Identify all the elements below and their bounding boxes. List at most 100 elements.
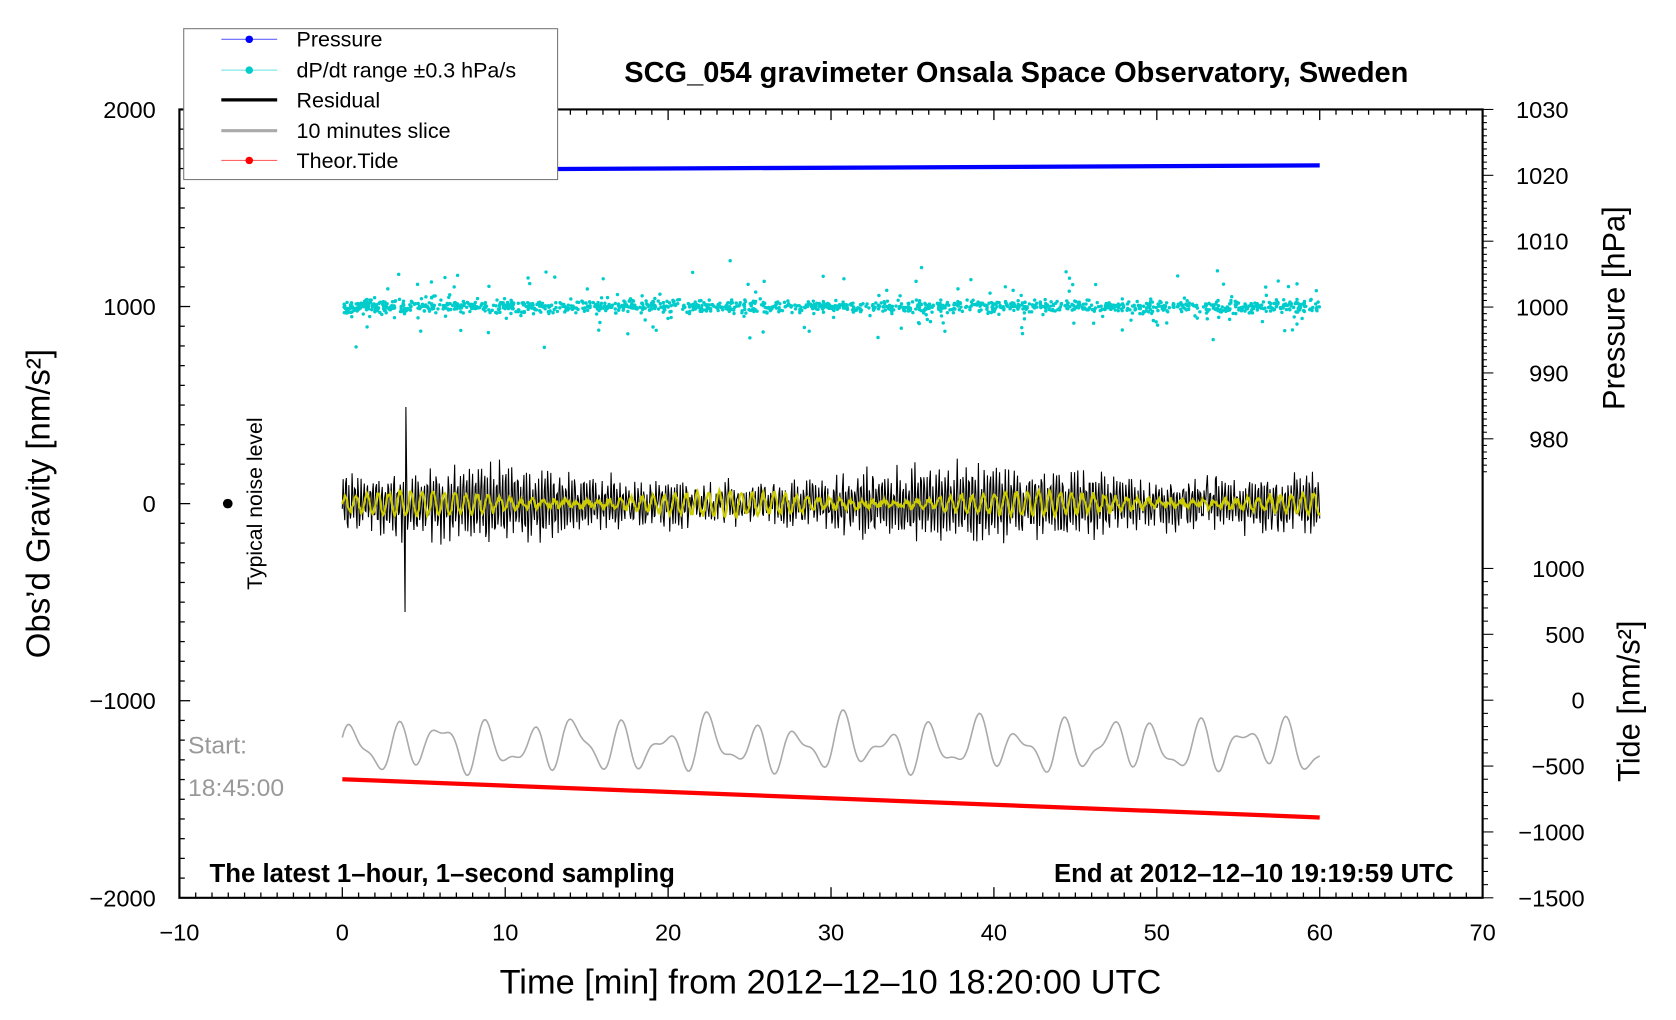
dpdt-point	[1102, 307, 1106, 311]
dpdt-point	[1113, 308, 1117, 312]
dpdt-point	[1301, 308, 1306, 313]
dpdt-point	[1216, 304, 1221, 308]
x-tick-label: 40	[981, 919, 1007, 945]
filtered-residual-line	[341, 486, 1321, 521]
dpdt-point	[539, 302, 544, 307]
dpdt-point	[368, 300, 373, 305]
dpdt-point	[1027, 310, 1032, 314]
x-tick-label: 0	[336, 919, 349, 945]
dpdt-point	[837, 302, 842, 307]
dpdt-point	[517, 308, 521, 312]
dpdt-point	[851, 305, 856, 309]
dpdt-point	[429, 280, 434, 284]
dpdt-point	[1272, 307, 1277, 312]
dpdt-point	[681, 307, 685, 311]
dpdt-point	[1100, 314, 1105, 319]
dpdt-point	[723, 305, 728, 309]
dpdt-point	[1179, 307, 1183, 311]
dpdt-point	[1186, 307, 1191, 312]
dpdt-point	[381, 300, 385, 304]
dpdt-point	[742, 314, 746, 318]
dpdt-point	[927, 302, 932, 306]
dpdt-point	[1288, 308, 1292, 312]
dpdt-point	[1229, 301, 1233, 305]
dpdt-point	[762, 310, 766, 314]
dpdt-point	[1059, 301, 1064, 306]
dpdt-point	[1274, 298, 1279, 302]
pressure-tick-label: 1020	[1516, 163, 1569, 189]
dpdt-point	[693, 300, 697, 304]
dpdt-point	[465, 305, 469, 309]
dpdt-point	[643, 318, 647, 322]
dpdt-point	[1204, 311, 1209, 315]
dpdt-point	[396, 272, 401, 277]
dpdt-point	[1224, 309, 1228, 314]
dpdt-point	[885, 299, 890, 303]
dpdt-point	[1067, 276, 1072, 280]
y-axis-label: Obs’d Gravity [nm/s²]	[20, 349, 57, 658]
dpdt-point	[1166, 310, 1170, 314]
dpdt-point	[536, 300, 541, 305]
dpdt-point	[788, 304, 793, 308]
dpdt-point	[952, 303, 956, 307]
dpdt-point	[1309, 297, 1313, 302]
dpdt-point	[814, 303, 818, 307]
dpdt-point	[438, 302, 442, 307]
dpdt-point	[1291, 305, 1296, 310]
dpdt-point	[640, 294, 644, 298]
dpdt-point	[554, 301, 558, 305]
dpdt-point	[774, 306, 779, 310]
dpdt-point	[555, 309, 560, 314]
dpdt-point	[899, 302, 904, 306]
dpdt-point	[542, 345, 547, 350]
dpdt-point	[908, 308, 912, 313]
dpdt-point	[910, 300, 915, 304]
legend-label: dP/dt range ±0.3 hPa/s	[297, 59, 517, 83]
dpdt-point	[1016, 299, 1020, 303]
dpdt-point	[459, 310, 463, 314]
dpdt-point	[602, 304, 607, 308]
dpdt-point	[1182, 296, 1187, 300]
start-label: Start:	[188, 732, 247, 759]
tide-tick-label: −1000	[1518, 820, 1584, 846]
dpdt-point	[800, 308, 804, 312]
dpdt-point	[582, 309, 587, 313]
dpdt-point	[374, 303, 378, 307]
dpdt-point	[753, 290, 758, 294]
dpdt-point	[919, 308, 923, 313]
dpdt-point	[1187, 304, 1191, 308]
dpdt-point	[916, 321, 921, 325]
chart-title: SCG_054 gravimeter Onsala Space Observat…	[624, 57, 1408, 89]
dpdt-point	[1220, 309, 1225, 313]
dpdt-point	[383, 308, 387, 313]
dpdt-point	[563, 310, 567, 314]
dpdt-point	[743, 298, 747, 302]
dpdt-point	[1250, 304, 1255, 309]
dpdt-point	[404, 309, 408, 313]
dpdt-point	[826, 303, 831, 307]
dpdt-point	[1249, 301, 1253, 306]
end-time-note: End at 2012–12–10 19:19:59 UTC	[1054, 860, 1454, 888]
legend-label: Theor.Tide	[297, 149, 399, 173]
dpdt-point	[454, 305, 458, 310]
dpdt-point	[641, 305, 645, 309]
dpdt-point	[1234, 311, 1238, 316]
dpdt-point	[1263, 285, 1268, 289]
x-tick-label: 20	[655, 919, 681, 945]
dpdt-point	[1005, 303, 1009, 307]
dpdt-point	[1120, 302, 1125, 306]
dpdt-point	[876, 307, 881, 311]
dpdt-point	[1205, 317, 1209, 321]
dpdt-point	[1074, 300, 1078, 304]
dpdt-point	[1255, 305, 1260, 310]
dpdt-point	[1268, 301, 1273, 306]
dpdt-point	[985, 305, 989, 310]
dpdt-point	[937, 307, 941, 312]
dpdt-point	[617, 306, 621, 310]
dpdt-point	[1076, 306, 1081, 310]
dpdt-point	[1220, 305, 1224, 309]
dpdt-point	[363, 302, 368, 307]
dpdt-point	[610, 303, 615, 307]
dpdt-point	[430, 307, 434, 311]
